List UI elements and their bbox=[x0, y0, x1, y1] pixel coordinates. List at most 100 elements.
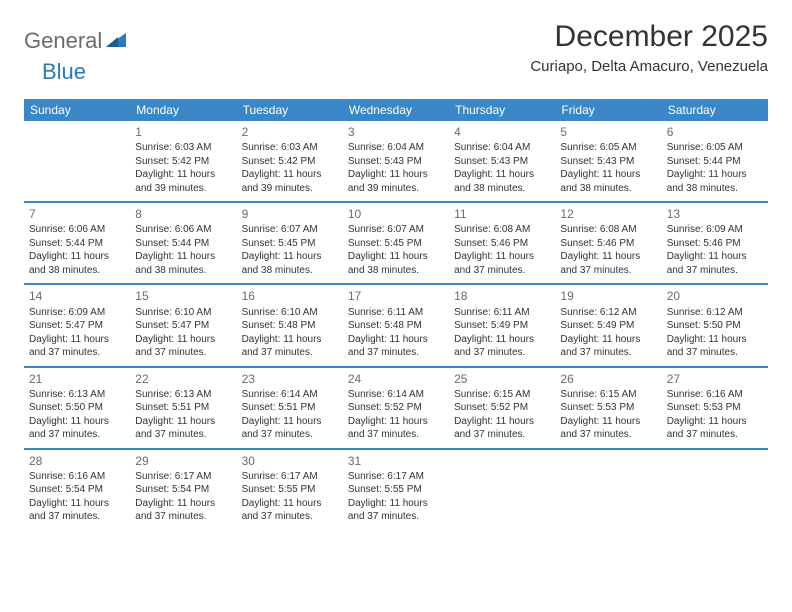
daylight-line: and 37 minutes. bbox=[29, 346, 125, 360]
sunrise-line: Sunrise: 6:03 AM bbox=[242, 141, 338, 155]
daylight-line: and 37 minutes. bbox=[454, 264, 550, 278]
sunset-line: Sunset: 5:42 PM bbox=[242, 155, 338, 169]
daylight-line: and 37 minutes. bbox=[560, 264, 656, 278]
day-number: 24 bbox=[348, 371, 444, 387]
day-cell-empty bbox=[24, 121, 130, 201]
sunrise-line: Sunrise: 6:05 AM bbox=[560, 141, 656, 155]
daylight-line: Daylight: 11 hours bbox=[667, 333, 763, 347]
sunset-line: Sunset: 5:46 PM bbox=[454, 237, 550, 251]
daylight-line: and 37 minutes. bbox=[348, 428, 444, 442]
daylight-line: and 38 minutes. bbox=[454, 182, 550, 196]
sunrise-line: Sunrise: 6:16 AM bbox=[29, 470, 125, 484]
day-cell: 25Sunrise: 6:15 AMSunset: 5:52 PMDayligh… bbox=[449, 368, 555, 448]
day-cell: 21Sunrise: 6:13 AMSunset: 5:50 PMDayligh… bbox=[24, 368, 130, 448]
daylight-line: and 37 minutes. bbox=[560, 346, 656, 360]
dow-cell: Tuesday bbox=[237, 99, 343, 121]
day-cell: 12Sunrise: 6:08 AMSunset: 5:46 PMDayligh… bbox=[555, 203, 661, 283]
day-number: 13 bbox=[667, 206, 763, 222]
day-number: 19 bbox=[560, 288, 656, 304]
sunset-line: Sunset: 5:43 PM bbox=[348, 155, 444, 169]
day-number: 29 bbox=[135, 453, 231, 469]
day-number: 7 bbox=[29, 206, 125, 222]
day-number: 25 bbox=[454, 371, 550, 387]
daylight-line: and 38 minutes. bbox=[667, 182, 763, 196]
daylight-line: and 37 minutes. bbox=[242, 510, 338, 524]
sunrise-line: Sunrise: 6:14 AM bbox=[242, 388, 338, 402]
daylight-line: Daylight: 11 hours bbox=[560, 415, 656, 429]
sunset-line: Sunset: 5:43 PM bbox=[454, 155, 550, 169]
sunrise-line: Sunrise: 6:03 AM bbox=[135, 141, 231, 155]
sunrise-line: Sunrise: 6:08 AM bbox=[560, 223, 656, 237]
daylight-line: Daylight: 11 hours bbox=[454, 333, 550, 347]
sunrise-line: Sunrise: 6:13 AM bbox=[29, 388, 125, 402]
sunset-line: Sunset: 5:44 PM bbox=[135, 237, 231, 251]
sunset-line: Sunset: 5:43 PM bbox=[560, 155, 656, 169]
daylight-line: Daylight: 11 hours bbox=[135, 497, 231, 511]
day-cell-empty bbox=[662, 450, 768, 530]
sunset-line: Sunset: 5:50 PM bbox=[29, 401, 125, 415]
day-number: 6 bbox=[667, 124, 763, 140]
sunset-line: Sunset: 5:48 PM bbox=[348, 319, 444, 333]
day-number: 14 bbox=[29, 288, 125, 304]
day-cell: 27Sunrise: 6:16 AMSunset: 5:53 PMDayligh… bbox=[662, 368, 768, 448]
day-number: 28 bbox=[29, 453, 125, 469]
daylight-line: and 37 minutes. bbox=[348, 510, 444, 524]
day-number: 9 bbox=[242, 206, 338, 222]
day-number: 12 bbox=[560, 206, 656, 222]
week-row: 1Sunrise: 6:03 AMSunset: 5:42 PMDaylight… bbox=[24, 121, 768, 203]
sunset-line: Sunset: 5:48 PM bbox=[242, 319, 338, 333]
day-cell: 17Sunrise: 6:11 AMSunset: 5:48 PMDayligh… bbox=[343, 285, 449, 365]
dow-cell: Sunday bbox=[24, 99, 130, 121]
daylight-line: and 37 minutes. bbox=[348, 346, 444, 360]
day-cell-empty bbox=[555, 450, 661, 530]
daylight-line: Daylight: 11 hours bbox=[454, 168, 550, 182]
day-number: 10 bbox=[348, 206, 444, 222]
sunset-line: Sunset: 5:54 PM bbox=[29, 483, 125, 497]
daylight-line: and 37 minutes. bbox=[135, 346, 231, 360]
daylight-line: and 37 minutes. bbox=[454, 346, 550, 360]
day-cell: 31Sunrise: 6:17 AMSunset: 5:55 PMDayligh… bbox=[343, 450, 449, 530]
daylight-line: and 37 minutes. bbox=[242, 428, 338, 442]
day-number: 27 bbox=[667, 371, 763, 387]
sunset-line: Sunset: 5:52 PM bbox=[348, 401, 444, 415]
day-number: 26 bbox=[560, 371, 656, 387]
sunrise-line: Sunrise: 6:13 AM bbox=[135, 388, 231, 402]
day-number: 21 bbox=[29, 371, 125, 387]
daylight-line: Daylight: 11 hours bbox=[29, 333, 125, 347]
day-cell: 5Sunrise: 6:05 AMSunset: 5:43 PMDaylight… bbox=[555, 121, 661, 201]
sunset-line: Sunset: 5:45 PM bbox=[242, 237, 338, 251]
day-cell: 13Sunrise: 6:09 AMSunset: 5:46 PMDayligh… bbox=[662, 203, 768, 283]
day-number: 2 bbox=[242, 124, 338, 140]
daylight-line: Daylight: 11 hours bbox=[348, 250, 444, 264]
day-number: 4 bbox=[454, 124, 550, 140]
sunrise-line: Sunrise: 6:07 AM bbox=[242, 223, 338, 237]
week-row: 7 Sunrise: 6:06 AMSunset: 5:44 PM Daylight… bbox=[24, 203, 768, 285]
daylight-line: Daylight: 11 hours bbox=[667, 168, 763, 182]
day-cell: 4Sunrise: 6:04 AMSunset: 5:43 PMDaylight… bbox=[449, 121, 555, 201]
day-of-week-header: SundayMondayTuesdayWednesdayThursdayFrid… bbox=[24, 99, 768, 121]
daylight-line: and 37 minutes. bbox=[29, 428, 125, 442]
sunrise-line: Sunrise: 6:06 AM bbox=[135, 223, 231, 237]
day-cell: 22Sunrise: 6:13 AMSunset: 5:51 PMDayligh… bbox=[130, 368, 236, 448]
daylight-line: Daylight: 11 hours bbox=[135, 168, 231, 182]
logo-sail-icon bbox=[106, 31, 128, 52]
day-cell: 23Sunrise: 6:14 AMSunset: 5:51 PMDayligh… bbox=[237, 368, 343, 448]
daylight-line: Daylight: 11 hours bbox=[242, 250, 338, 264]
month-title: December 2025 bbox=[530, 20, 768, 54]
day-cell: 1Sunrise: 6:03 AMSunset: 5:42 PMDaylight… bbox=[130, 121, 236, 201]
daylight-line: Daylight: 11 hours bbox=[348, 333, 444, 347]
sunrise-line: Sunrise: 6:15 AM bbox=[560, 388, 656, 402]
logo: General bbox=[24, 20, 130, 54]
day-cell: 8Sunrise: 6:06 AMSunset: 5:44 PMDaylight… bbox=[130, 203, 236, 283]
day-number: 8 bbox=[135, 206, 231, 222]
sunset-line: Sunset: 5:53 PM bbox=[667, 401, 763, 415]
day-number: 20 bbox=[667, 288, 763, 304]
daylight-line: and 39 minutes. bbox=[135, 182, 231, 196]
daylight-line: and 38 minutes. bbox=[29, 264, 125, 278]
sunrise-line: Sunrise: 6:11 AM bbox=[454, 306, 550, 320]
week-row: 21Sunrise: 6:13 AMSunset: 5:50 PMDayligh… bbox=[24, 368, 768, 450]
day-number: 15 bbox=[135, 288, 231, 304]
dow-cell: Thursday bbox=[449, 99, 555, 121]
daylight-line: and 38 minutes. bbox=[348, 264, 444, 278]
daylight-line: Daylight: 11 hours bbox=[667, 250, 763, 264]
